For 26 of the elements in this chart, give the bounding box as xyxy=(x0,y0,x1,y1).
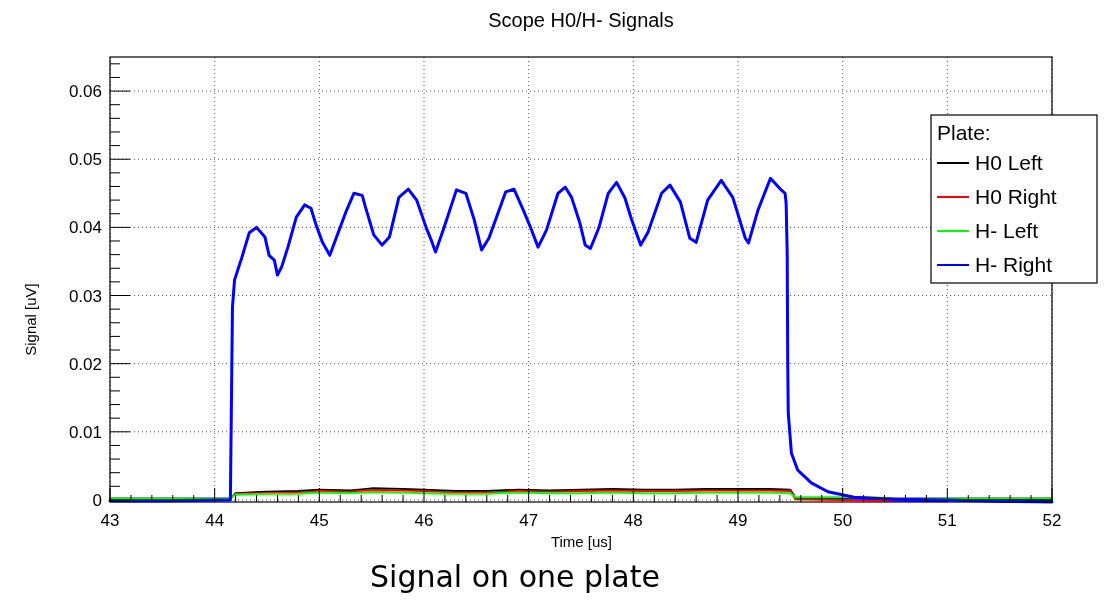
text: Signal on one plate xyxy=(370,559,660,594)
y-tick-label: 0.06 xyxy=(68,82,102,102)
legend-label: H0 Left xyxy=(975,151,1043,174)
chart-title: Scope H0/H- Signals xyxy=(488,9,674,31)
x-tick-label: 48 xyxy=(623,511,643,530)
legend-title: Plate: xyxy=(937,121,991,144)
legend-label: H- Right xyxy=(975,253,1053,276)
x-axis-title: Time [us] xyxy=(550,533,612,550)
y-tick-label: 0.05 xyxy=(68,150,102,170)
x-tick-label: 46 xyxy=(414,511,434,530)
x-tick-label: 50 xyxy=(833,511,853,530)
x-tick-label: 49 xyxy=(728,511,748,530)
x-tick-label: 51 xyxy=(937,511,957,530)
legend-label: H0 Right xyxy=(975,185,1057,208)
x-tick-label: 52 xyxy=(1042,511,1062,530)
legend-label: H- Left xyxy=(975,219,1039,242)
y-axis-title: Signal [uV] xyxy=(22,283,39,356)
y-tick-label: 0.03 xyxy=(68,286,102,306)
x-tick-label: 43 xyxy=(100,511,120,530)
y-tick-label: 0 xyxy=(92,490,102,510)
y-tick-label: 0.04 xyxy=(68,218,102,238)
x-tick-label: 45 xyxy=(309,511,329,530)
y-tick-label: 0.02 xyxy=(68,354,102,374)
x-tick-label: 47 xyxy=(519,511,539,530)
x-tick-label: 44 xyxy=(205,511,225,530)
y-tick-label: 0.01 xyxy=(68,422,102,442)
